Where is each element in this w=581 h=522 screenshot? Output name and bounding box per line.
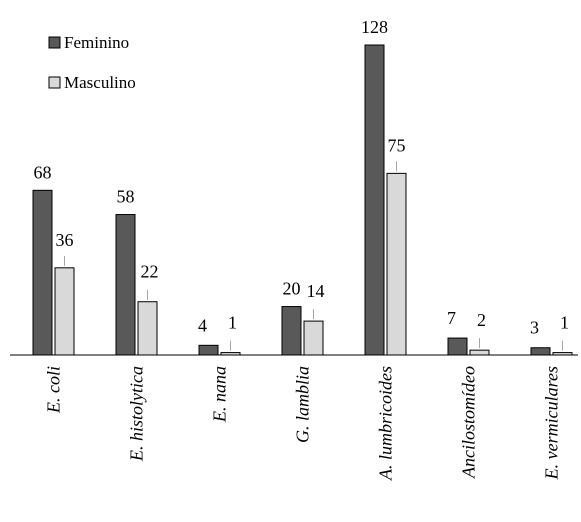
category-label-3: E. nana xyxy=(210,366,230,423)
category-label-5: A. lumbricoides xyxy=(376,366,396,481)
bar-masculino-1 xyxy=(54,267,75,356)
bar-feminino-6 xyxy=(447,337,468,356)
category-label-7: E. vermiculares xyxy=(542,366,562,480)
value-label-feminino-4: 20 xyxy=(283,279,301,299)
value-label-masculino-7: 1 xyxy=(560,313,569,333)
value-labels-layer: 68 36 58 22 4 1 20 14 128 75 7 2 3 1 xyxy=(34,17,569,351)
value-label-masculino-6: 2 xyxy=(477,310,486,330)
bar-feminino-2 xyxy=(115,214,136,356)
value-label-feminino-5: 128 xyxy=(361,17,388,37)
legend-swatch-2 xyxy=(48,76,61,89)
category-labels-layer: E. coli E. histolytica E. nana G. lamblia A.… xyxy=(44,366,562,481)
category-label-4: G. lamblia xyxy=(293,366,313,443)
bar-feminino-4 xyxy=(281,306,302,356)
value-label-masculino-2: 22 xyxy=(141,262,159,282)
bar-masculino-5 xyxy=(386,172,407,356)
value-label-masculino-4: 14 xyxy=(307,281,325,301)
bars-layer xyxy=(32,44,573,356)
value-label-masculino-3: 1 xyxy=(228,313,237,333)
bar-feminino-1 xyxy=(32,189,53,356)
value-label-masculino-5: 75 xyxy=(388,135,406,155)
value-label-feminino-2: 58 xyxy=(117,187,135,207)
category-label-2: E. histolytica xyxy=(127,366,147,462)
bar-masculino-4 xyxy=(303,320,324,356)
bar-feminino-3 xyxy=(198,344,219,356)
bar-masculino-2 xyxy=(137,301,158,356)
value-label-feminino-7: 3 xyxy=(530,318,539,338)
bar-feminino-7 xyxy=(530,347,551,356)
value-label-feminino-3: 4 xyxy=(198,315,207,335)
legend-label-2: Masculino xyxy=(64,73,136,92)
value-label-feminino-1: 68 xyxy=(34,162,52,182)
category-label-1: E. coli xyxy=(44,366,64,414)
value-label-feminino-6: 7 xyxy=(447,308,456,328)
category-label-6: Ancilostomídeo xyxy=(459,366,479,479)
legend-swatch-1 xyxy=(48,36,61,49)
value-label-masculino-1: 36 xyxy=(56,230,74,250)
legend-label-1: Feminino xyxy=(64,33,129,52)
legend: Feminino Masculino xyxy=(48,33,136,92)
bar-feminino-5 xyxy=(364,44,385,356)
bar-masculino-6 xyxy=(469,349,490,356)
